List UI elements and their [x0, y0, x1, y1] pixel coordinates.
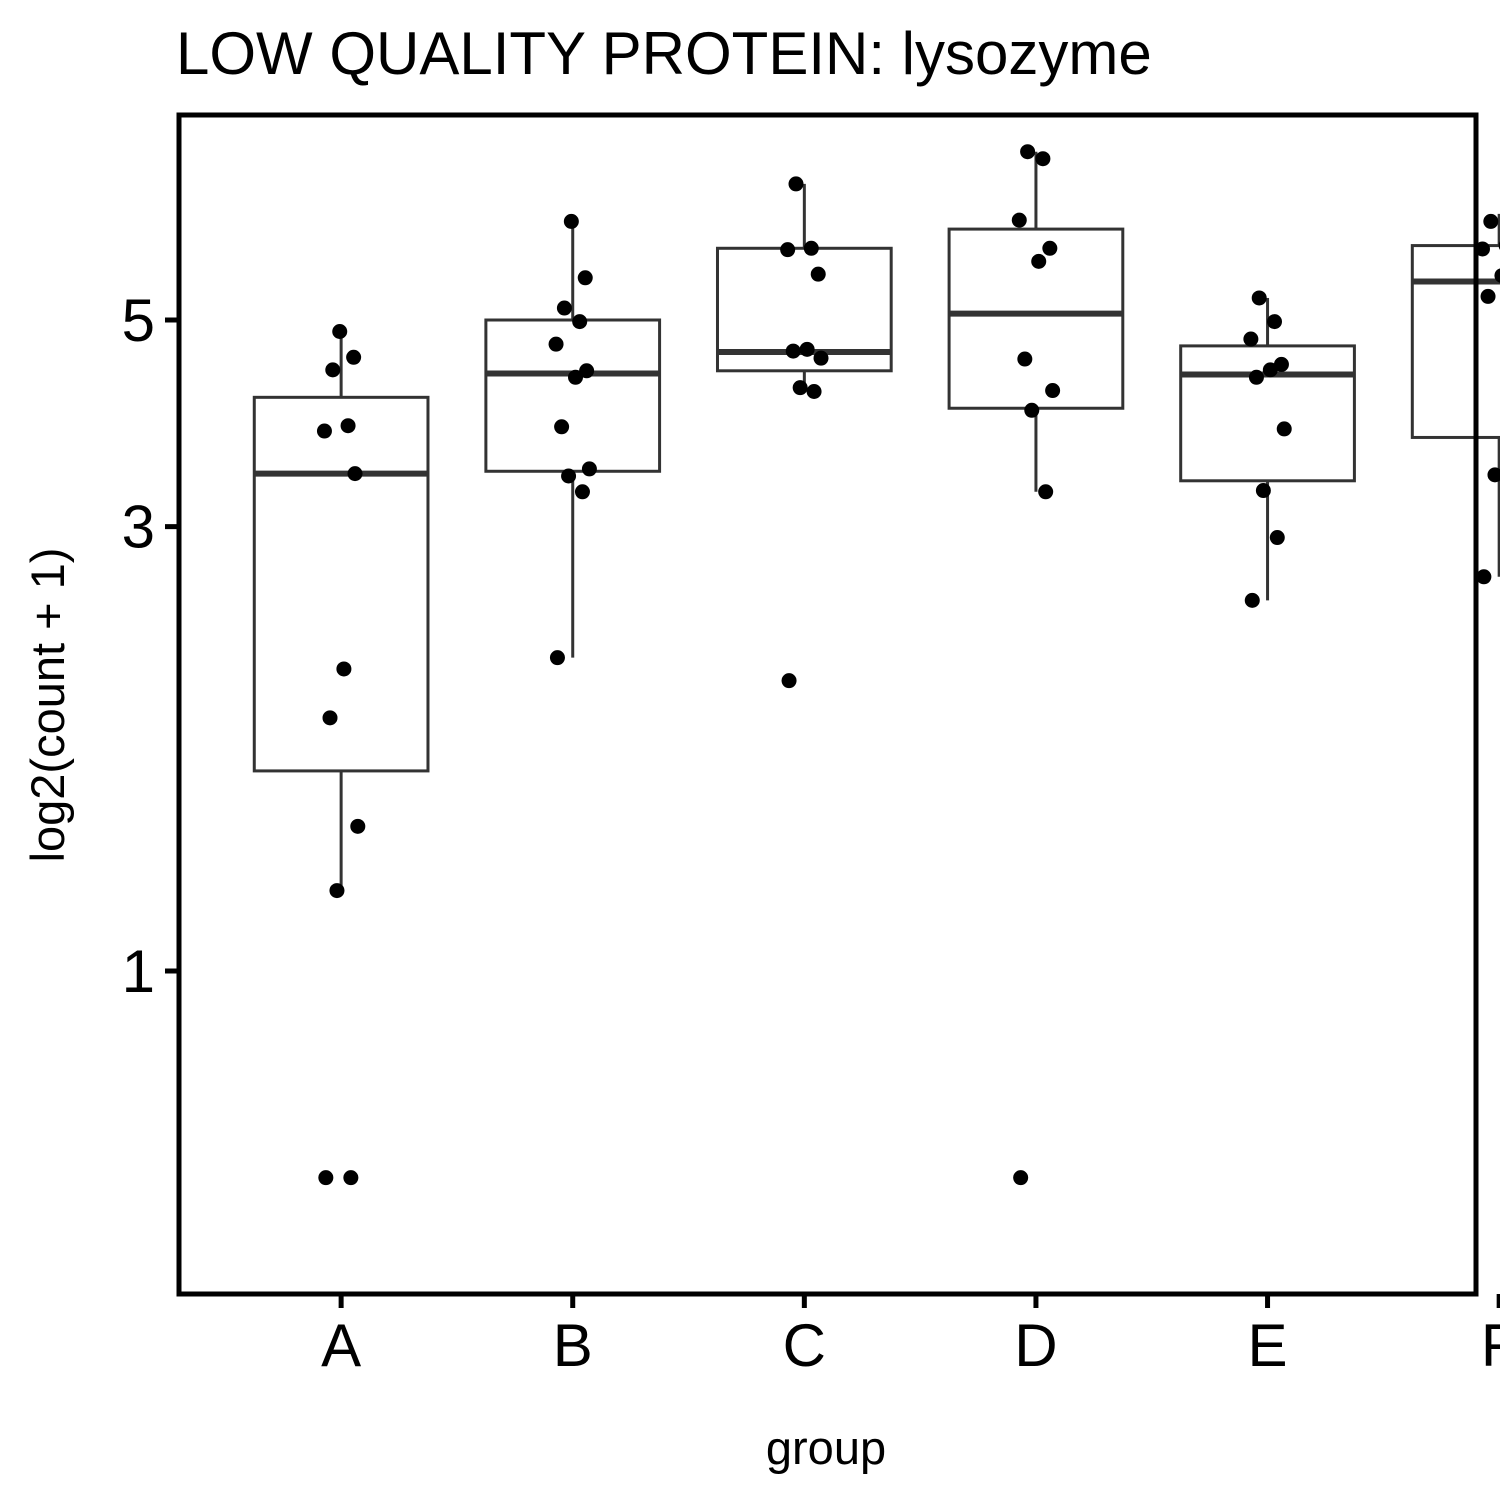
x-tick-label: B: [553, 1312, 593, 1379]
box-group-c: [715, 183, 893, 388]
data-point: [1243, 331, 1259, 347]
points-group-e: [1243, 290, 1292, 608]
data-point: [1042, 240, 1058, 256]
box-iqr: [1410, 244, 1500, 439]
panel-border: [176, 112, 1479, 1297]
data-point: [1276, 421, 1292, 437]
x-axis: A B C D E F: [321, 1294, 1500, 1379]
data-point: [322, 710, 338, 726]
box-iqr: [252, 395, 430, 773]
data-point: [336, 661, 352, 677]
data-point: [780, 242, 796, 258]
data-point: [781, 673, 797, 689]
data-point: [810, 266, 826, 282]
data-point: [1024, 402, 1040, 418]
x-tick-label: F: [1481, 1312, 1500, 1379]
data-point: [329, 883, 345, 899]
data-point: [1031, 253, 1047, 269]
data-point: [1267, 314, 1283, 330]
x-tick-label: D: [1014, 1312, 1057, 1379]
data-point: [1045, 383, 1061, 399]
data-point: [561, 468, 577, 484]
data-point: [556, 300, 572, 316]
data-point: [1035, 151, 1051, 167]
data-point: [318, 1170, 334, 1186]
data-point: [1244, 592, 1260, 608]
data-point: [788, 176, 804, 192]
data-point: [579, 363, 595, 379]
data-point: [572, 314, 588, 330]
box-group-e: [1179, 297, 1356, 601]
data-point: [568, 369, 584, 385]
data-point: [332, 323, 348, 339]
data-point: [316, 423, 332, 439]
data-point: [792, 380, 808, 396]
data-point: [554, 419, 570, 435]
box-group-f: [1410, 213, 1500, 577]
y-axis-title: log2(count + 1): [21, 548, 74, 863]
data-point: [574, 484, 590, 500]
data-point: [785, 343, 801, 359]
x-tick-label: C: [783, 1312, 826, 1379]
data-point: [1487, 467, 1500, 483]
data-point: [1474, 241, 1490, 257]
y-axis: 1 3 5: [122, 287, 179, 1005]
data-point: [1262, 362, 1278, 378]
x-tick-label: A: [321, 1312, 361, 1379]
data-point: [1251, 290, 1267, 306]
box-group-b: [484, 221, 662, 658]
data-point: [806, 383, 822, 399]
plot-marks: [252, 144, 1500, 1186]
box-iqr: [484, 318, 662, 473]
points-group-a: [316, 323, 366, 1186]
points-group-f: [1474, 213, 1500, 585]
x-axis-title: group: [766, 1421, 886, 1474]
data-point: [1273, 356, 1289, 372]
data-point: [813, 350, 829, 366]
data-point: [1248, 369, 1264, 385]
data-point: [1480, 288, 1496, 304]
data-point: [1038, 484, 1054, 500]
data-point: [346, 349, 362, 365]
data-point: [1011, 212, 1027, 228]
data-point: [1476, 569, 1492, 585]
chart-title: LOW QUALITY PROTEIN: lysozyme: [176, 20, 1152, 87]
data-point: [548, 336, 564, 352]
data-point: [1013, 1170, 1029, 1186]
data-point: [549, 650, 565, 666]
points-group-c: [780, 176, 829, 689]
box-group-d: [947, 151, 1125, 492]
data-point: [799, 341, 815, 357]
data-point: [803, 240, 819, 256]
y-tick-label: 5: [122, 287, 155, 354]
data-point: [563, 213, 579, 229]
data-point: [343, 1170, 359, 1186]
y-tick-label: 3: [122, 494, 155, 561]
points-group-b: [548, 213, 597, 666]
box-group-a: [252, 331, 430, 891]
data-point: [1483, 213, 1499, 229]
points-group-d: [1011, 144, 1061, 1186]
data-point: [1017, 351, 1033, 367]
y-tick-label: 1: [122, 938, 155, 1005]
data-point: [1269, 530, 1285, 546]
data-point: [577, 270, 593, 286]
data-point: [350, 818, 366, 834]
data-point: [581, 461, 597, 477]
data-point: [1255, 483, 1271, 499]
x-tick-label: E: [1248, 1312, 1288, 1379]
data-point: [340, 418, 356, 434]
data-point: [325, 362, 341, 378]
data-point: [1020, 144, 1036, 160]
data-point: [1494, 268, 1500, 283]
data-point: [347, 466, 363, 482]
